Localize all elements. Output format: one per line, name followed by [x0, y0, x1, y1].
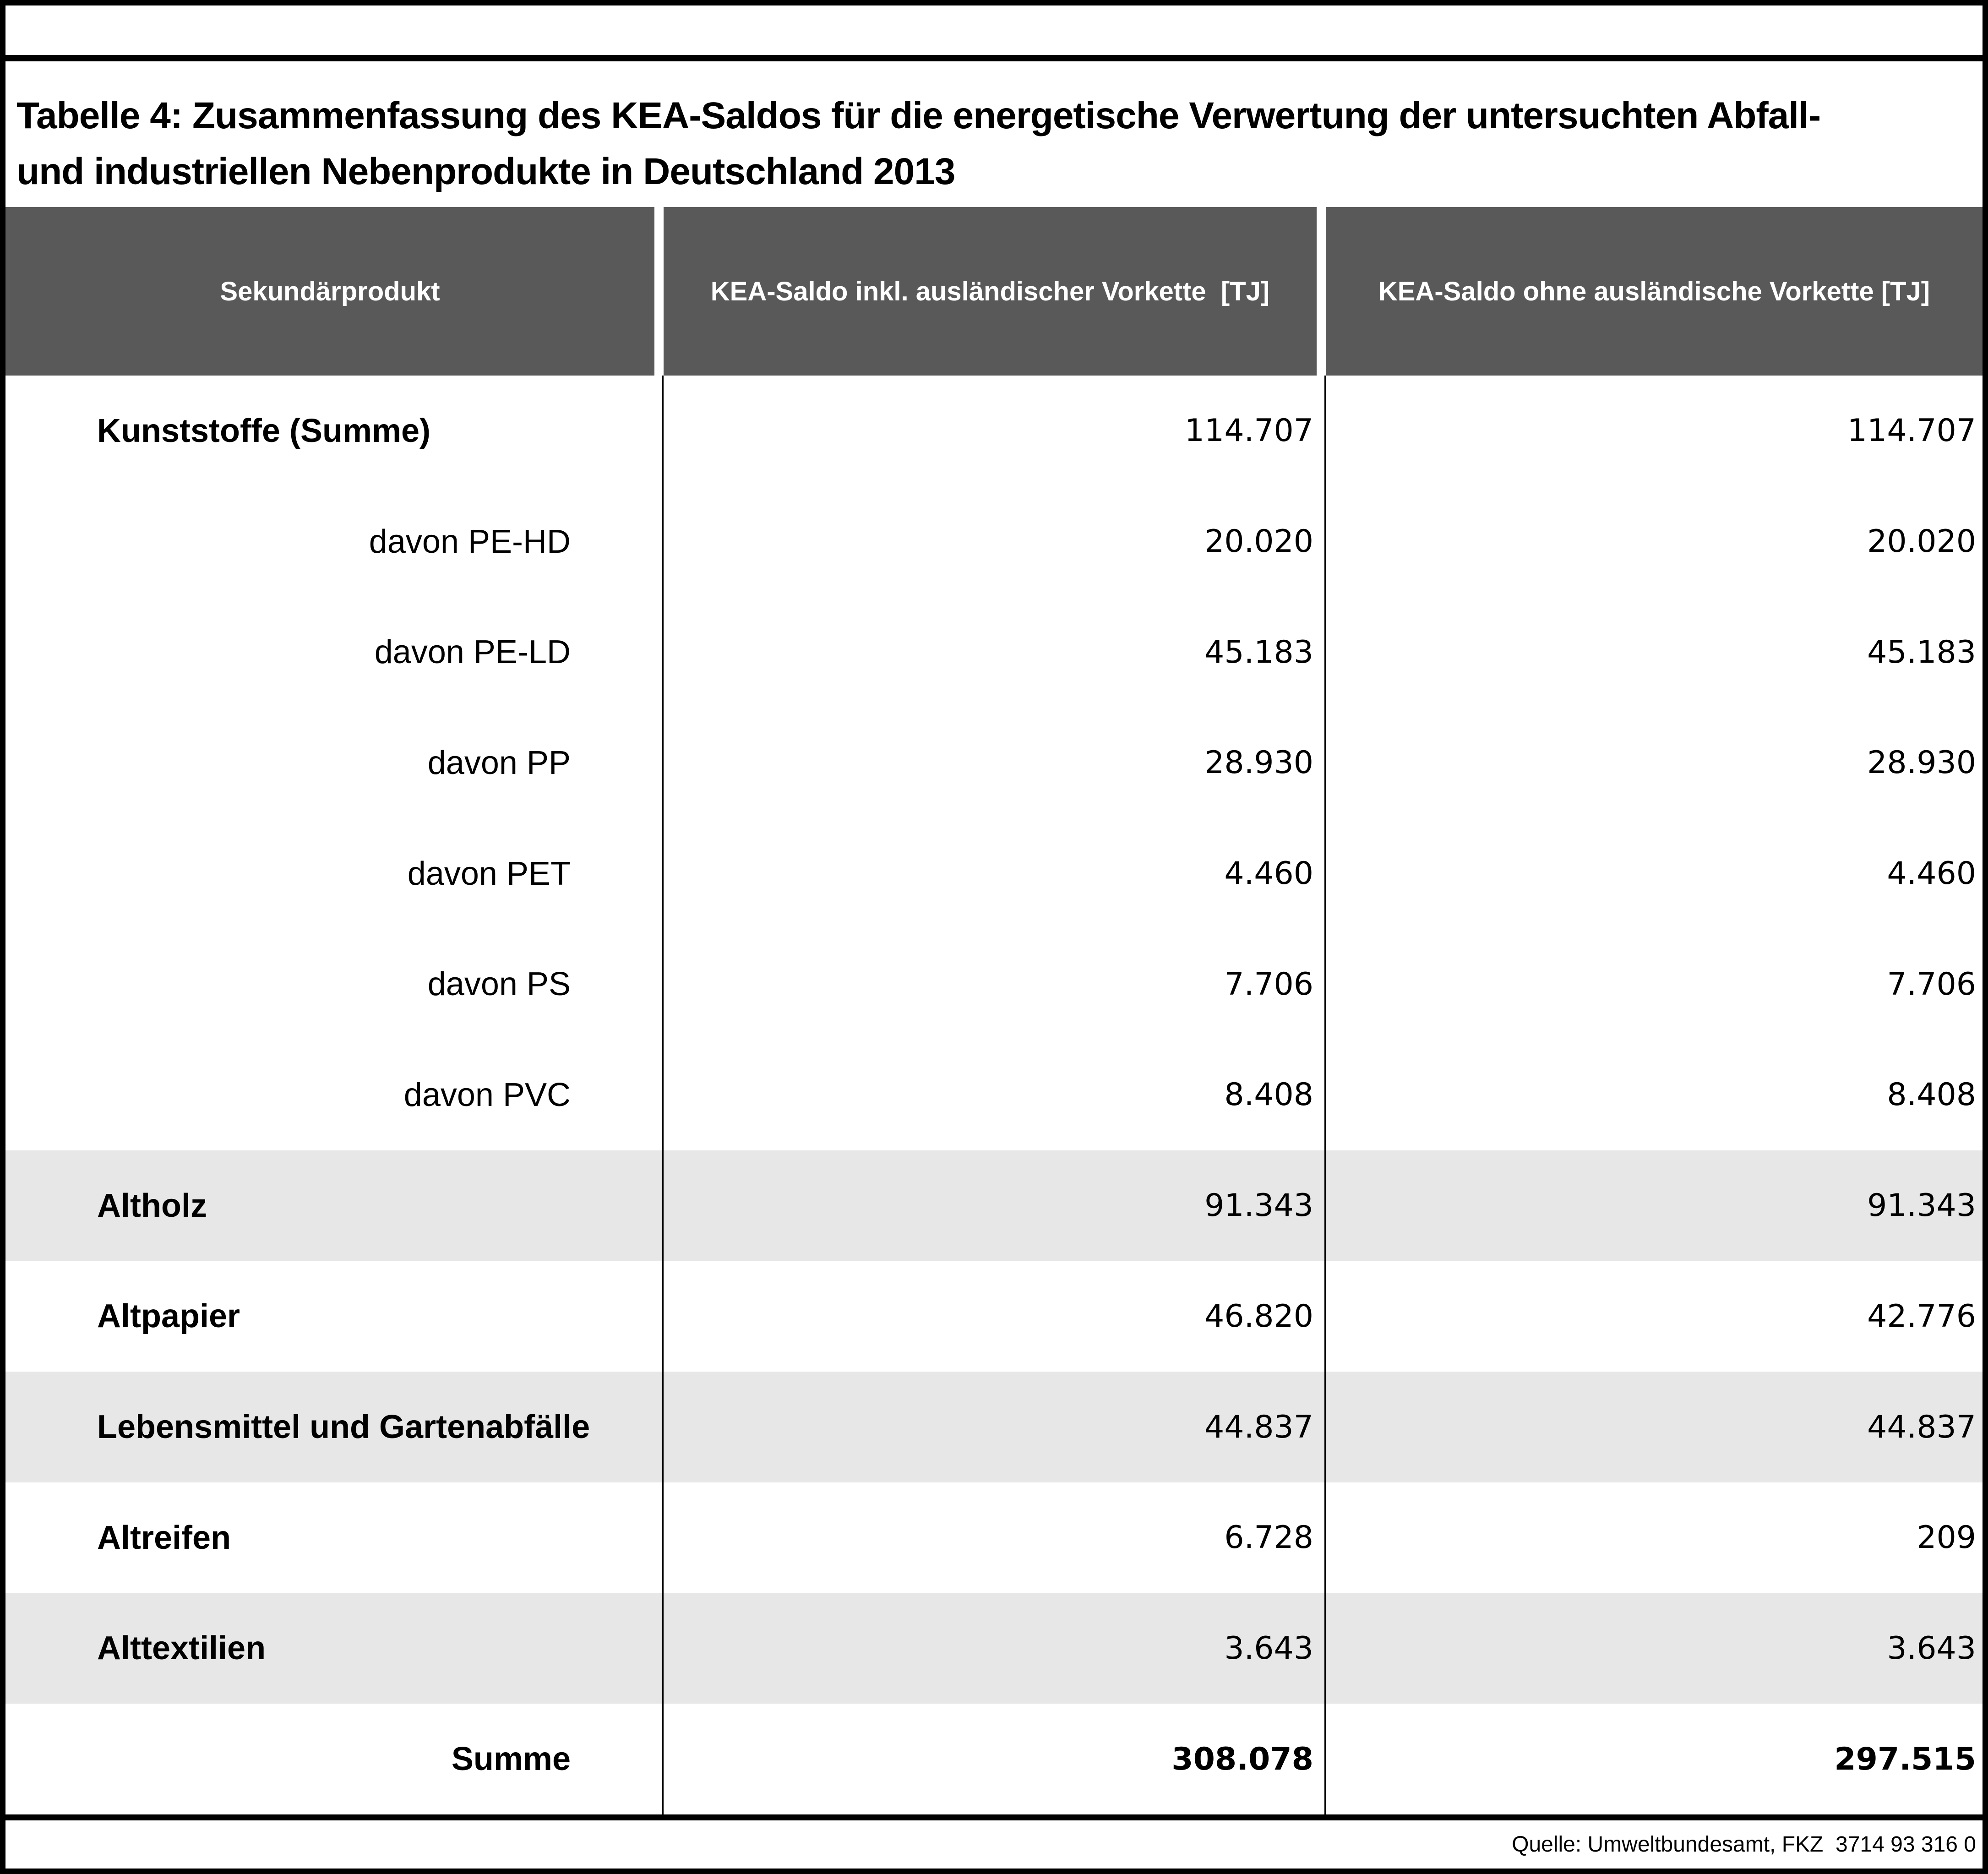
cell-label: Kunststoffe (Summe)	[5, 376, 664, 486]
table-row: davon PP 28.930 28.930	[5, 708, 1983, 818]
cell-value-incl: 44.837	[664, 1372, 1326, 1482]
table-row: davon PE-HD 20.020 20.020	[5, 486, 1983, 597]
cell-label: davon PE-LD	[5, 597, 664, 708]
cell-value-incl: 45.183	[664, 597, 1326, 708]
header-cell-kea-ohne: KEA-Saldo ohne ausländische Vorkette [TJ…	[1326, 207, 1983, 376]
table-row: davon PE-LD 45.183 45.183	[5, 597, 1983, 708]
header-label: Sekundärprodukt	[220, 276, 440, 306]
cell-value-excl: 7.706	[1326, 929, 1983, 1040]
table-row: Kunststoffe (Summe) 114.707 114.707	[5, 376, 1983, 486]
header-cell-sekundaerprodukt: Sekundärprodukt	[5, 207, 664, 376]
cell-label: Altpapier	[5, 1261, 664, 1372]
table-row: Summe 308.078 297.515	[5, 1704, 1983, 1814]
cell-value-incl: 6.728	[664, 1482, 1326, 1593]
cell-value-incl: 114.707	[664, 376, 1326, 486]
cell-value-excl: 114.707	[1326, 376, 1983, 486]
cell-label: Lebensmittel und Gartenabfälle	[5, 1372, 664, 1482]
cell-value-excl: 44.837	[1326, 1372, 1983, 1482]
cell-label: Altreifen	[5, 1482, 664, 1593]
table-body: Kunststoffe (Summe) 114.707 114.707 davon P…	[5, 376, 1983, 1814]
table-row: davon PS 7.706 7.706	[5, 929, 1983, 1040]
header-label: KEA-Saldo inkl. ausländischer Vorkette […	[710, 276, 1270, 306]
top-rule	[5, 55, 1983, 61]
top-margin	[5, 5, 1983, 55]
cell-value-excl: 3.643	[1326, 1593, 1983, 1704]
table-title-line2: und industriellen Nebenprodukte in Deuts…	[16, 151, 955, 192]
cell-label: davon PVC	[5, 1040, 664, 1150]
table-row: davon PET 4.460 4.460	[5, 818, 1983, 929]
header-cell-kea-inkl: KEA-Saldo inkl. ausländischer Vorkette […	[664, 207, 1326, 376]
cell-label: davon PET	[5, 818, 664, 929]
cell-value-incl: 20.020	[664, 486, 1326, 597]
cell-value-excl: 91.343	[1326, 1150, 1983, 1261]
cell-value-incl: 46.820	[664, 1261, 1326, 1372]
table-title: Tabelle 4: Zusammenfassung des KEA-Saldo…	[5, 61, 1983, 207]
cell-value-excl: 209	[1326, 1482, 1983, 1593]
source-note-text: Quelle: Umweltbundesamt, FKZ 3714 93 316…	[1512, 1832, 1976, 1857]
table-row: Lebensmittel und Gartenabfälle 44.837 44.8…	[5, 1372, 1983, 1482]
header-label: KEA-Saldo ohne ausländische Vorkette [TJ…	[1378, 276, 1930, 306]
cell-value-incl: 308.078	[664, 1704, 1326, 1814]
cell-value-incl: 3.643	[664, 1593, 1326, 1704]
table-bottom-rule	[5, 1814, 1983, 1820]
cell-label: davon PP	[5, 708, 664, 818]
cell-label: Summe	[5, 1704, 664, 1814]
cell-label: Alttextilien	[5, 1593, 664, 1704]
cell-value-incl: 28.930	[664, 708, 1326, 818]
table-header-row: Sekundärprodukt KEA-Saldo inkl. ausländi…	[5, 207, 1983, 376]
source-note: Quelle: Umweltbundesamt, FKZ 3714 93 316…	[5, 1820, 1983, 1869]
cell-value-excl: 42.776	[1326, 1261, 1983, 1372]
cell-value-incl: 4.460	[664, 818, 1326, 929]
cell-value-incl: 7.706	[664, 929, 1326, 1040]
cell-label: davon PE-HD	[5, 486, 664, 597]
cell-label: davon PS	[5, 929, 664, 1040]
cell-label: Altholz	[5, 1150, 664, 1261]
cell-value-incl: 8.408	[664, 1040, 1326, 1150]
cell-value-excl: 297.515	[1326, 1704, 1983, 1814]
cell-value-incl: 91.343	[664, 1150, 1326, 1261]
cell-value-excl: 28.930	[1326, 708, 1983, 818]
cell-value-excl: 20.020	[1326, 486, 1983, 597]
cell-value-excl: 4.460	[1326, 818, 1983, 929]
table-row: Altpapier 46.820 42.776	[5, 1261, 1983, 1372]
table-row: Alttextilien 3.643 3.643	[5, 1593, 1983, 1704]
table-row: Altholz 91.343 91.343	[5, 1150, 1983, 1261]
cell-value-excl: 8.408	[1326, 1040, 1983, 1150]
table-title-line1: Tabelle 4: Zusammenfassung des KEA-Saldo…	[16, 95, 1821, 136]
cell-value-excl: 45.183	[1326, 597, 1983, 708]
table-row: davon PVC 8.408 8.408	[5, 1040, 1983, 1150]
table-row: Altreifen 6.728 209	[5, 1482, 1983, 1593]
